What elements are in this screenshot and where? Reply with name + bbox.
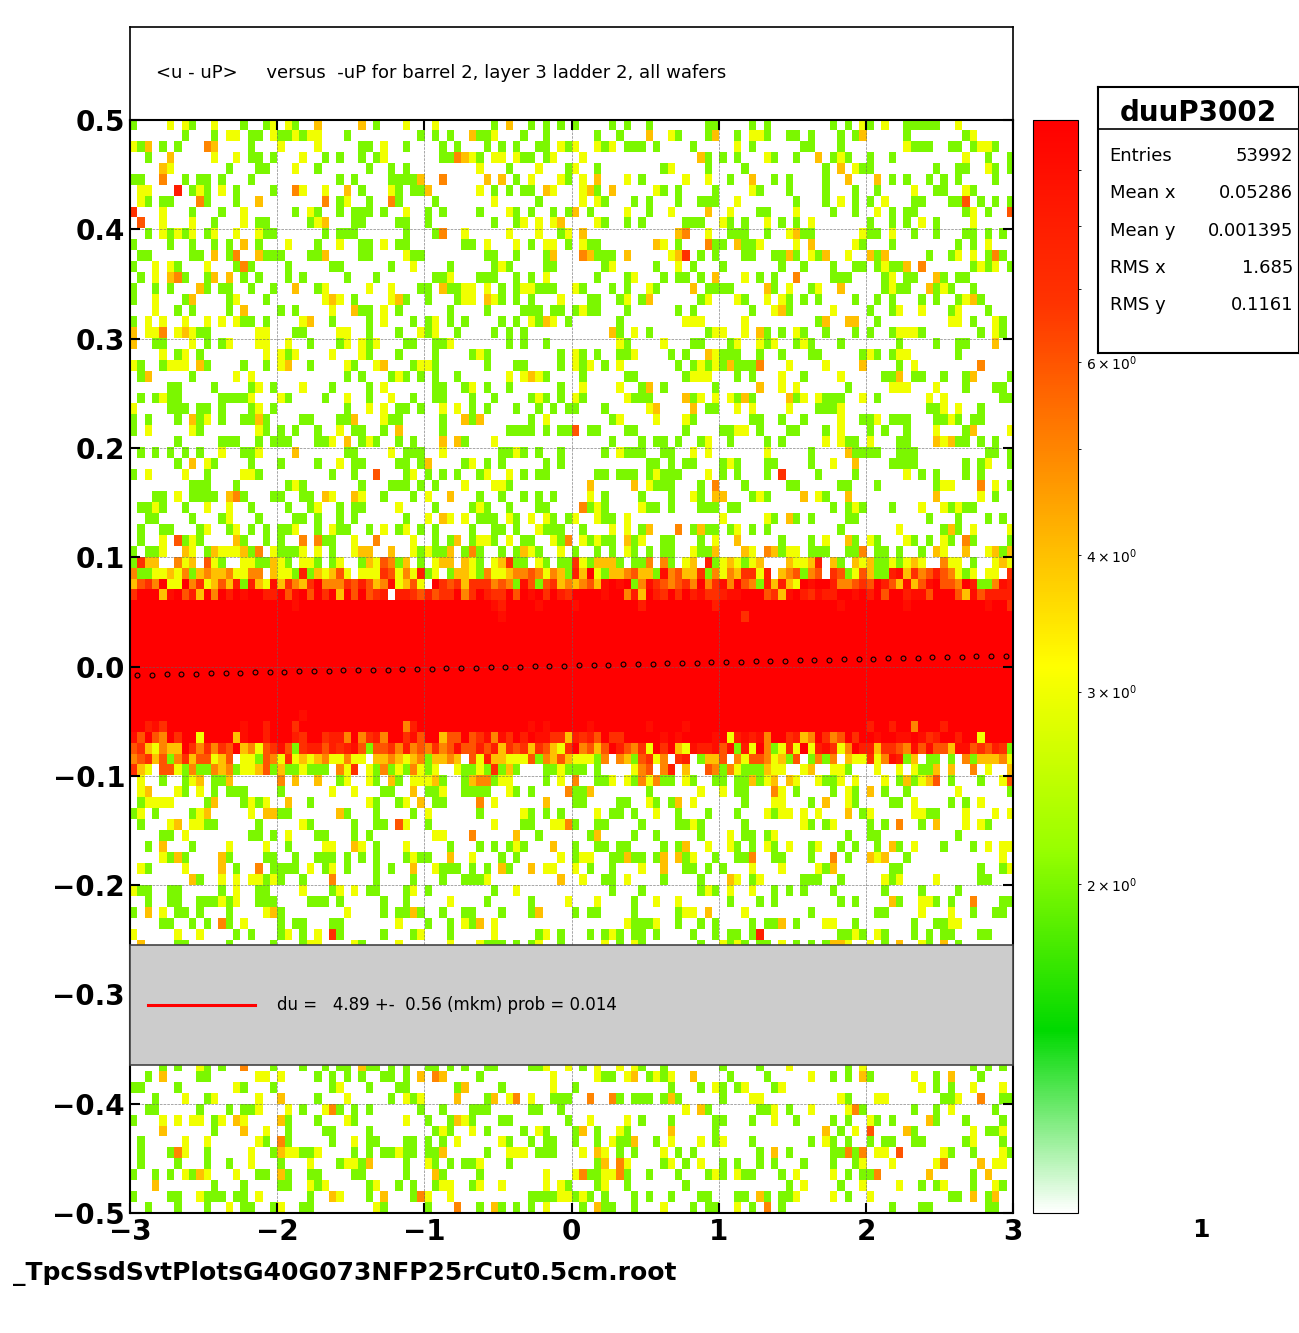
Text: _TpcSsdSvtPlotsG40G073NFP25rCut0.5cm.root: _TpcSsdSvtPlotsG40G073NFP25rCut0.5cm.roo… xyxy=(13,1261,677,1286)
Text: Mean x: Mean x xyxy=(1109,184,1176,203)
Text: Entries: Entries xyxy=(1109,147,1173,165)
Text: 10: 10 xyxy=(1192,85,1226,109)
Text: <u - uP>     versus  -uP for barrel 2, layer 3 ladder 2, all wafers: <u - uP> versus -uP for barrel 2, layer … xyxy=(156,64,726,83)
Text: 0.1161: 0.1161 xyxy=(1230,296,1293,315)
Text: RMS y: RMS y xyxy=(1109,296,1165,315)
Text: RMS x: RMS x xyxy=(1109,259,1165,277)
Text: duuP3002: duuP3002 xyxy=(1120,99,1277,127)
Text: 1.685: 1.685 xyxy=(1242,259,1293,277)
Text: 0.001395: 0.001395 xyxy=(1208,221,1293,240)
Bar xyxy=(130,945,1013,1065)
Text: 0.05286: 0.05286 xyxy=(1218,184,1293,203)
Text: 53992: 53992 xyxy=(1235,147,1293,165)
Text: du =   4.89 +-  0.56 (mkm) prob = 0.014: du = 4.89 +- 0.56 (mkm) prob = 0.014 xyxy=(277,996,617,1014)
Text: 1: 1 xyxy=(1192,1218,1209,1242)
Text: Mean y: Mean y xyxy=(1109,221,1176,240)
